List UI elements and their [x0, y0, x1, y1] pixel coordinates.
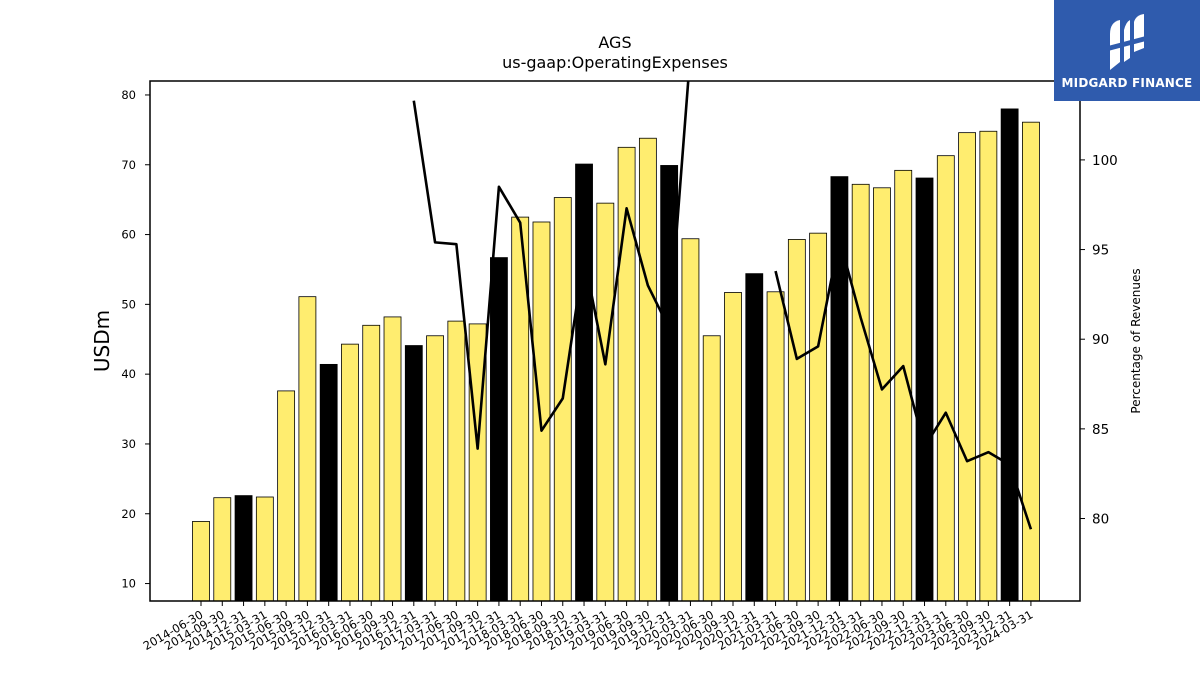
- bar-2016-12-31: [404, 345, 423, 601]
- bar-2019-09-30: [638, 137, 657, 601]
- y2-tick-label: 100: [1092, 153, 1118, 169]
- bar-2014-06-30: [192, 521, 210, 601]
- bar-2020-12-31: [745, 273, 764, 601]
- bar-2023-09-30: [979, 130, 998, 601]
- y-axis-left: 10 20 30 40 50 60 70 80: [121, 88, 150, 591]
- y2-axis-label: Percentage of Revenues: [1129, 268, 1143, 413]
- bar-2016-03-31: [341, 343, 359, 601]
- bar-2018-06-30: [532, 221, 551, 601]
- bar-2023-12-31: [1000, 108, 1019, 601]
- y-tick-label: 70: [121, 158, 136, 172]
- y-tick-label: 50: [121, 297, 136, 311]
- y-axis-label: USDm: [90, 310, 114, 372]
- y2-tick-label: 95: [1092, 243, 1109, 259]
- bar-2017-12-31: [490, 257, 508, 601]
- bar-2021-06-30: [787, 239, 806, 601]
- bar-2020-03-31: [681, 238, 700, 601]
- bar-2017-06-30: [447, 320, 466, 601]
- y-tick-label: 60: [121, 228, 136, 242]
- y-tick-label: 30: [121, 437, 136, 451]
- bar-2015-12-31: [319, 363, 338, 601]
- bar-group: [192, 108, 1040, 601]
- chart-subtitle: us-gaap:OperatingExpenses: [502, 53, 728, 72]
- y-axis-right: 80 85 90 95 100: [1080, 153, 1118, 528]
- bar-2015-09-30: [298, 296, 317, 601]
- bar-2022-06-30: [873, 187, 891, 601]
- y-tick-label: 20: [121, 507, 136, 521]
- bar-2023-03-31: [936, 155, 955, 601]
- bar-2022-09-30: [894, 169, 913, 601]
- bar-2023-06-30: [958, 132, 976, 601]
- bar-2020-06-30: [702, 335, 721, 601]
- bar-2014-09-30: [213, 497, 232, 601]
- x-axis: 2014-06-302014-09-302014-12-312015-03-31…: [141, 601, 1035, 653]
- brand-logo: MIDGARD FINANCE: [1054, 0, 1200, 101]
- bar-2019-03-31: [596, 202, 615, 601]
- y2-tick-label: 80: [1092, 512, 1109, 528]
- midgard-logo-icon: [1108, 13, 1146, 70]
- bar-2016-06-30: [362, 324, 381, 601]
- line-layer: [412, 81, 1033, 530]
- bar-2016-09-30: [383, 316, 402, 601]
- chart-title: AGS: [598, 33, 631, 52]
- y2-tick-label: 90: [1092, 332, 1109, 348]
- bar-2015-03-31: [255, 496, 274, 601]
- plot-frame: [149, 80, 1081, 602]
- bar-2019-12-31: [660, 165, 679, 601]
- bar-2014-12-31: [234, 495, 253, 601]
- logo-text: MIDGARD FINANCE: [1061, 75, 1193, 90]
- bar-2017-03-31: [426, 335, 444, 601]
- bar-2019-06-30: [617, 146, 636, 601]
- y2-tick-label: 85: [1092, 422, 1109, 438]
- percentage-line: [412, 81, 1033, 530]
- y-tick-label: 10: [121, 577, 136, 591]
- y-tick-label: 80: [121, 88, 136, 102]
- bar-2021-03-31: [766, 291, 785, 601]
- bar-2022-03-31: [851, 183, 870, 601]
- bar-2020-09-30: [724, 292, 742, 601]
- bar-2022-12-31: [915, 177, 934, 601]
- bar-2021-09-30: [809, 232, 828, 601]
- bar-2015-06-30: [277, 390, 296, 601]
- y-tick-label: 40: [121, 367, 136, 381]
- bar-2018-12-31: [575, 163, 593, 601]
